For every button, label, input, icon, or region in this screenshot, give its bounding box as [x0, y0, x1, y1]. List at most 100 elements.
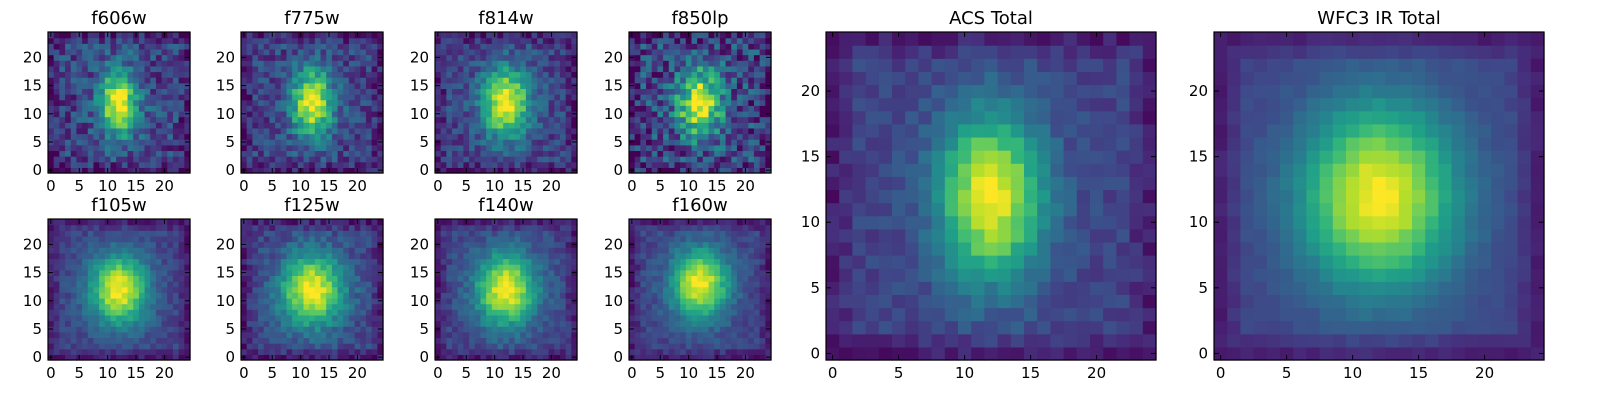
heatmap-cell [252, 116, 259, 123]
heatmap-cell [565, 99, 572, 106]
heatmap-cell [565, 94, 572, 101]
heatmap-cell [297, 77, 305, 84]
heatmap-cell [59, 156, 66, 163]
heatmap-cell [503, 247, 510, 254]
heatmap-cell [474, 224, 482, 231]
heatmap-cell [668, 156, 676, 163]
heatmap-cell [121, 156, 129, 163]
heatmap-cell [668, 150, 676, 157]
heatmap-cell [691, 99, 698, 106]
heatmap-cell [184, 37, 191, 44]
heatmap-cell [309, 320, 316, 327]
heatmap-cell [537, 116, 544, 123]
heatmap-cell [99, 219, 106, 226]
heatmap-cell [104, 269, 112, 276]
heatmap-cell [377, 264, 384, 271]
heatmap-cell [303, 264, 310, 271]
heatmap-cell [53, 150, 60, 157]
heatmap-cell [76, 224, 83, 231]
heatmap-cell [742, 133, 749, 140]
heatmap-cell [292, 99, 299, 106]
heatmap-cell [497, 309, 504, 316]
heatmap-cell [48, 275, 55, 282]
heatmap-cell [714, 297, 721, 305]
heatmap-cell [663, 133, 670, 140]
heatmap-cell [657, 292, 664, 299]
heatmap-cell [252, 247, 259, 254]
heatmap-cell [99, 303, 106, 310]
heatmap-cell [463, 122, 470, 129]
heatmap-cell [714, 116, 721, 123]
heatmap-cell [657, 48, 664, 56]
heatmap-cell [184, 331, 191, 339]
heatmap-cell [520, 88, 527, 95]
heatmap-cell [65, 167, 72, 174]
heatmap-cell [480, 133, 487, 140]
heatmap-cell [497, 99, 504, 106]
heatmap-cell [520, 258, 527, 265]
heatmap-cell [640, 150, 647, 157]
heatmap-cell [104, 60, 112, 67]
heatmap-cell [748, 326, 755, 333]
heatmap-cell [435, 60, 442, 67]
heatmap-cell [702, 303, 710, 310]
heatmap-cell [65, 326, 72, 333]
heatmap-cell [457, 161, 464, 168]
heatmap-cell [53, 139, 60, 146]
heatmap-cell [634, 309, 641, 316]
heatmap-cell [133, 144, 140, 152]
heatmap-cell [765, 161, 772, 168]
heatmap-cell [377, 252, 384, 260]
heatmap-cell [127, 82, 134, 89]
heatmap-cell [167, 309, 174, 316]
heatmap-cell [309, 71, 316, 78]
heatmap-cell [331, 71, 339, 78]
heatmap-cell [719, 65, 727, 73]
heatmap-cell [99, 156, 106, 163]
heatmap-cell [258, 77, 265, 84]
heatmap-cell [252, 60, 259, 67]
heatmap-cell [497, 156, 504, 163]
heatmap-cell [99, 326, 106, 333]
heatmap-cell [571, 286, 578, 293]
y-tick-label: 0 [419, 348, 429, 366]
panel-title: f814w [478, 8, 533, 29]
heatmap-cell [474, 286, 482, 293]
heatmap-cell [133, 37, 140, 44]
heatmap-cell [269, 99, 276, 106]
heatmap-cell [76, 48, 83, 56]
heatmap-cell [303, 167, 310, 174]
heatmap-cell [343, 343, 350, 350]
heatmap-cell [503, 32, 510, 39]
heatmap-cell [486, 161, 493, 168]
heatmap-cell [508, 99, 516, 106]
heatmap-cell [275, 348, 282, 355]
heatmap-cell [59, 48, 66, 56]
panel-title: f140w [478, 195, 533, 216]
heatmap-cell [48, 235, 55, 243]
x-tick-label: 20 [542, 364, 561, 382]
y-tick-label: 20 [216, 48, 235, 66]
heatmap-cell [377, 224, 384, 231]
heatmap-cell [150, 241, 157, 248]
heatmap-cell [348, 60, 356, 67]
heatmap-cell [309, 99, 316, 106]
heatmap-cell [292, 150, 299, 157]
heatmap-cell [548, 343, 555, 350]
heatmap-cell [70, 88, 77, 95]
heatmap-cell [155, 331, 163, 339]
heatmap-cell [657, 150, 664, 157]
heatmap-cell [161, 275, 168, 282]
heatmap-cell [497, 275, 504, 282]
heatmap-cell [486, 241, 493, 248]
heatmap-cell [70, 292, 77, 299]
heatmap-cell [343, 82, 350, 89]
heatmap-cell [708, 281, 715, 288]
heatmap-cell [759, 348, 766, 355]
heatmap-cell [309, 309, 316, 316]
heatmap-cell [663, 309, 670, 316]
heatmap-cell [520, 314, 527, 322]
heatmap-cell [748, 275, 755, 282]
heatmap-cell [93, 88, 100, 95]
heatmap-cell [634, 354, 641, 361]
